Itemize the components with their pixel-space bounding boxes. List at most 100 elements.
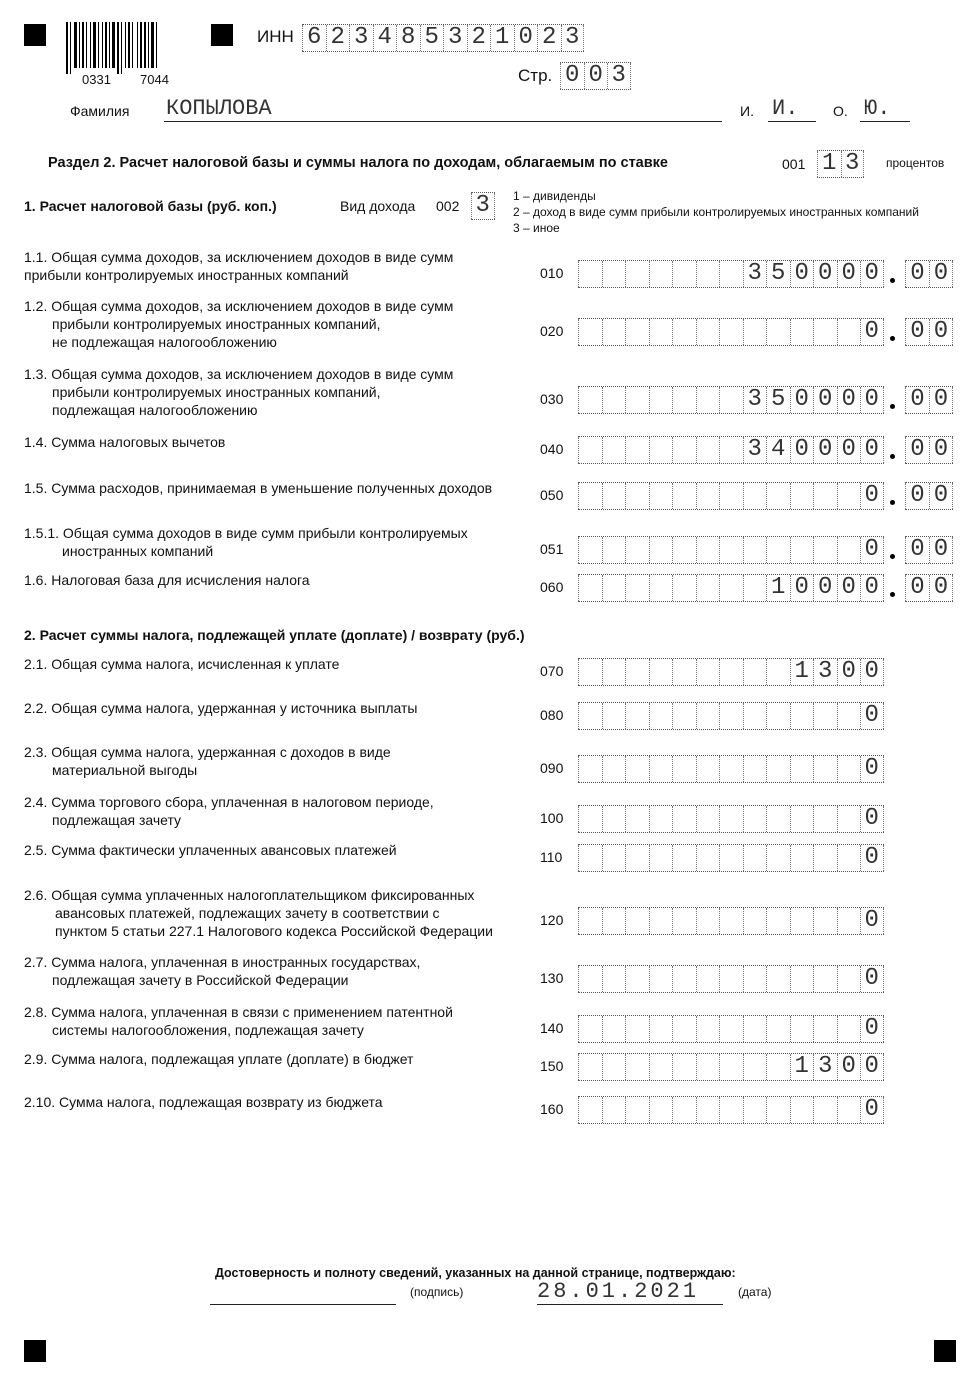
row-label: 1.1. Общая сумма доходов, за исключением… (24, 249, 454, 265)
amount-field-100[interactable]: 0 (578, 805, 884, 833)
amount-field-051[interactable]: 0 (578, 536, 884, 564)
digit-cell (789, 537, 814, 563)
barcode-bar (148, 22, 149, 68)
barcode-bar (102, 22, 103, 68)
digit-cell (601, 1016, 626, 1042)
digit-cell (695, 845, 720, 871)
digit-cell (719, 483, 743, 509)
digit-cell (601, 437, 626, 463)
digit-cell (578, 319, 602, 345)
amount-field-140[interactable]: 0 (578, 1015, 884, 1043)
digit-cell: 0 (860, 966, 884, 992)
digit-cell (742, 319, 767, 345)
digit-cell (672, 387, 696, 413)
signature-field[interactable] (210, 1288, 396, 1305)
barcode-bar (86, 22, 87, 68)
initial-o-field[interactable]: Ю. (860, 94, 910, 122)
barcode-number-right: 7044 (140, 72, 169, 87)
amount-field-160[interactable]: 0 (578, 1096, 884, 1124)
digit-cell: 0 (929, 261, 953, 287)
initial-i-field[interactable]: И. (768, 94, 816, 122)
digit-cell (695, 908, 720, 934)
digit-cell: 0 (905, 387, 929, 413)
digit-cell (648, 659, 673, 685)
row-code: 090 (540, 760, 564, 776)
digit-cells: 0 (578, 844, 884, 872)
digit-cell: 0 (789, 261, 814, 287)
surname-label: Фамилия (70, 103, 130, 119)
digit-cell (836, 483, 861, 509)
digit-cell: 0 (860, 1097, 884, 1123)
amount-field-020[interactable]: 0 (578, 318, 884, 346)
date-field[interactable]: 28.01.2021 (537, 1278, 723, 1305)
digit-cells: 0 (578, 318, 884, 346)
digit-cell: 1 (490, 25, 514, 51)
income-type-option: 1 – дивиденды (513, 189, 596, 203)
page-label: Стр. (518, 66, 553, 85)
row-label: 1.3. Общая сумма доходов, за исключением… (24, 366, 454, 382)
digit-cell (742, 756, 767, 782)
amount-field-090[interactable]: 0 (578, 755, 884, 783)
digit-cell (695, 1016, 720, 1042)
digit-cell (601, 806, 626, 832)
digit-cell (601, 537, 626, 563)
amount-field-120[interactable]: 0 (578, 907, 884, 935)
digit-cell (578, 966, 602, 992)
digit-cell (789, 1097, 814, 1123)
barcode-bar (79, 22, 80, 68)
digit-cell (648, 845, 673, 871)
row-code: 010 (540, 265, 564, 281)
digit-cell (625, 908, 649, 934)
digit-cell: 3 (742, 261, 767, 287)
barcode-bar (112, 22, 115, 68)
digit-cell (601, 659, 626, 685)
barcode-bar (151, 22, 154, 68)
digit-cell: 0 (860, 806, 884, 832)
rate-suffix: процентов (886, 156, 945, 170)
digit-cell: 3 (813, 659, 837, 685)
amount-field-130[interactable]: 0 (578, 965, 884, 993)
amount-field-110[interactable]: 0 (578, 844, 884, 872)
digit-cell (672, 261, 696, 287)
amount-field-080[interactable]: 0 (578, 702, 884, 730)
date-label: (дата) (738, 1285, 772, 1299)
digit-cell (625, 575, 649, 601)
digit-cell (813, 908, 837, 934)
digit-cell: 0 (929, 537, 953, 563)
row-code: 140 (540, 1020, 564, 1036)
digit-cell: 0 (789, 575, 814, 601)
digit-cell (766, 1016, 790, 1042)
digit-cell (766, 319, 790, 345)
initial-o-value: Ю. (864, 96, 891, 121)
digit-cell (742, 845, 767, 871)
surname-field[interactable]: КОПЫЛОВА (164, 94, 722, 122)
digit-cell (625, 806, 649, 832)
amount-field-050[interactable]: 0 (578, 482, 884, 510)
rate-code: 001 (782, 156, 806, 172)
income-type-field[interactable]: 3 (471, 192, 495, 220)
row-code: 120 (540, 912, 564, 928)
digit-cell (601, 703, 626, 729)
barcode-bar (128, 22, 130, 68)
digit-cell: 0 (860, 261, 884, 287)
